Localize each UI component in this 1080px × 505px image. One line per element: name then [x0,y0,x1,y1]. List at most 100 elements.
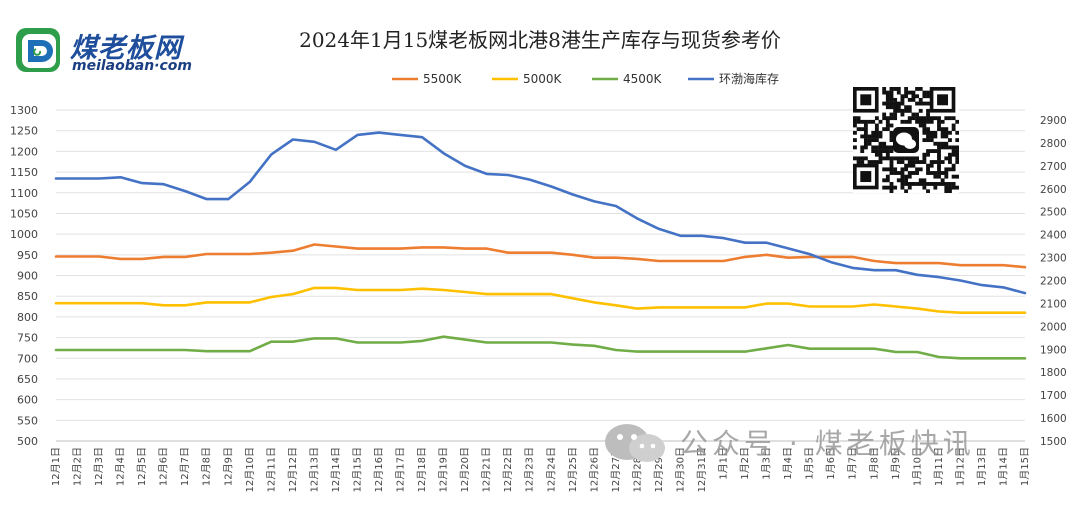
qr-module [867,141,872,146]
qr-module [944,167,949,172]
qr-module [889,134,894,139]
qr-module [944,116,949,121]
left-tick-label: 800 [17,311,38,324]
qr-module [874,116,879,121]
x-tick-label: 12月12日 [287,447,299,492]
qr-module [907,108,912,113]
series-lines [54,131,1027,360]
qr-module [867,160,872,164]
qr-module [900,160,905,164]
qr-module [885,119,890,124]
qr-module [951,182,956,186]
qr-module [951,174,956,179]
qr-module [951,149,956,153]
x-tick-label: 12月2日 [72,447,84,486]
qr-module [937,167,941,172]
qr-module [904,119,909,124]
right-tick-label: 1800 [1040,367,1067,379]
x-tick-label: 12月30日 [674,447,686,492]
qr-module [896,87,901,91]
qr-module [893,105,898,110]
qr-module [885,174,890,179]
qr-module [889,149,894,153]
qr-module [944,134,949,139]
qr-module [882,90,887,95]
qr-module [900,167,905,172]
qr-module [918,123,923,128]
qr-module [940,119,945,124]
qr-module [889,101,894,106]
qr-module [856,160,861,164]
qr-module [893,112,898,117]
left-tick-label: 850 [17,290,38,303]
qr-module [918,160,923,164]
qr-module [900,112,905,117]
qr-module [944,127,949,132]
qr-module [904,178,909,183]
qr-module [893,171,898,175]
qr-module [878,134,883,139]
qr-module [929,119,934,124]
qr-module [893,97,898,102]
qr-module [896,178,901,183]
qr-module [937,116,941,121]
qr-module [944,145,949,150]
qr-module [922,127,927,132]
qr-module [937,182,941,186]
qr-module [900,119,905,124]
qr-module [915,119,919,124]
qr-module [889,97,894,102]
qr-module [853,116,857,121]
x-tick-label: 12月1日 [50,447,62,486]
qr-module [944,189,949,193]
qr-module [933,174,938,179]
qr-module [893,101,898,106]
qr-module [955,174,959,179]
qr-module [955,119,959,124]
x-tick-label: 1月14日 [997,447,1009,486]
qr-module [856,119,861,124]
qr-module [915,182,919,186]
qr-module [922,116,927,121]
qr-module [863,145,868,150]
qr-module [889,130,894,135]
x-tick-label: 12月10日 [244,447,256,492]
series-line-5000K [54,286,1027,315]
qr-module [907,119,912,124]
qr-module [955,149,959,153]
right-tick-label: 2600 [1040,184,1067,196]
x-tick-label: 12月16日 [373,447,385,492]
qr-module [937,174,941,179]
legend-label: 环渤海库存 [719,71,779,86]
qr-module [882,116,887,121]
qr-module [853,123,857,128]
left-tick-label: 750 [17,332,38,345]
qr-module [955,185,959,190]
right-tick-label: 2900 [1040,115,1067,127]
left-tick-label: 500 [17,435,38,448]
qr-module [889,163,894,168]
qr-module [885,145,890,150]
qr-module [863,119,868,124]
qr-module [882,141,887,146]
watermark-text: 公众号 · 煤老板快讯 [680,427,975,460]
qr-module [911,163,916,168]
qr-module [937,160,941,164]
right-tick-label: 2000 [1040,321,1067,333]
qr-module [907,105,912,110]
qr-module [918,182,923,186]
x-tick-label: 12月31日 [696,447,708,492]
qr-module [871,134,876,139]
qr-module [915,94,919,99]
qr-module [911,97,916,102]
qr-module [889,185,894,190]
qr-module [878,145,883,150]
qr-module [922,119,927,124]
qr-module [955,160,959,164]
qr-module [889,116,894,121]
qr-module [933,149,938,153]
qr-module [944,185,949,190]
qr-module [926,138,930,143]
qr-module [904,87,909,91]
qr-module [867,134,872,139]
